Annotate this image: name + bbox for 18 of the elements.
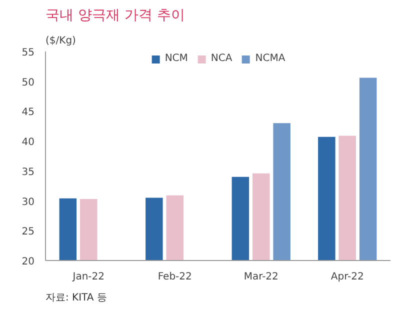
y-tick-label: 35: [22, 166, 35, 178]
x-tick-label: Apr-22: [330, 272, 364, 282]
y-axis-title: ($/Kg): [46, 36, 76, 46]
y-tick-label: 25: [22, 226, 35, 238]
legend-label: NCM: [164, 53, 188, 64]
y-tick-label: 55: [22, 48, 35, 58]
y-tick-label: 20: [22, 256, 35, 268]
y-tick-label: 30: [22, 196, 35, 208]
y-tick-label: 50: [22, 77, 35, 88]
y-tick-label: 45: [22, 107, 35, 118]
x-tick-label: Mar-22: [244, 272, 278, 282]
y-tick-label: 40: [22, 137, 35, 148]
x-tick-label: Feb-22: [158, 272, 192, 282]
x-tick-label: Jan-22: [72, 272, 104, 282]
legend-label: NCA: [210, 53, 232, 64]
chart-title: 국내 양극재 가격 추이: [46, 8, 185, 24]
text: 자료: KITA 등: [46, 292, 107, 304]
legend-label: NCMA: [255, 53, 286, 64]
